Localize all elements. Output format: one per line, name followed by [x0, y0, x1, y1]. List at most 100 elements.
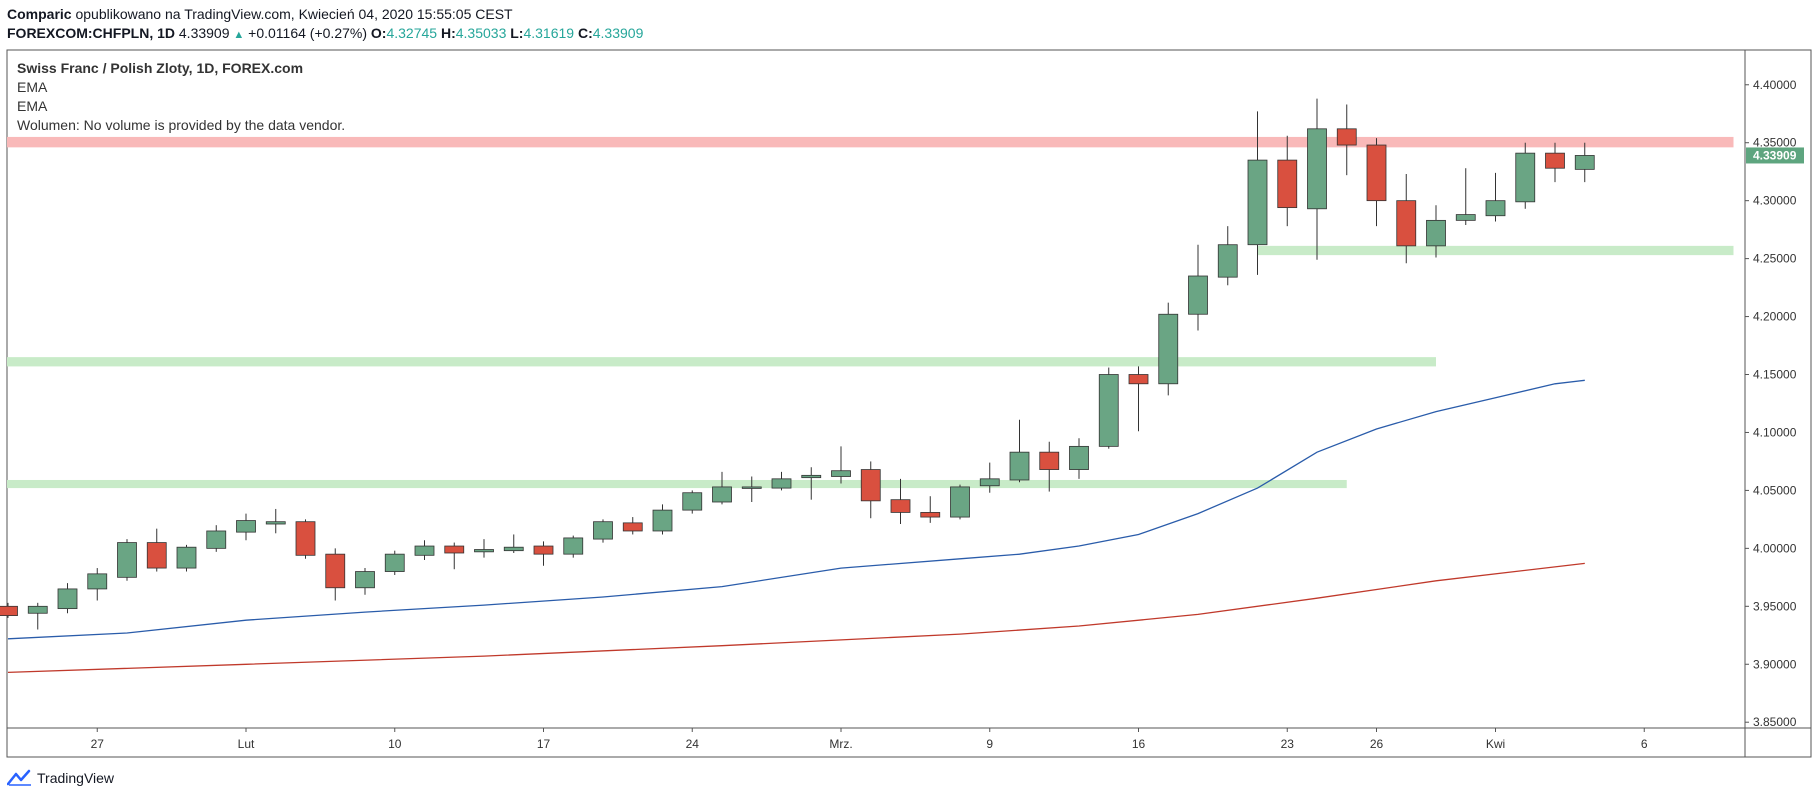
x-tick-label: 6	[1641, 737, 1648, 751]
candle	[1247, 111, 1268, 275]
candle-up-body	[87, 573, 108, 590]
candle-up-body	[176, 546, 197, 569]
candle-up-body	[741, 486, 762, 489]
x-tick-label: 26	[1370, 737, 1384, 751]
candle-down-body	[1277, 159, 1298, 209]
candle-up-body	[950, 486, 970, 518]
candle	[1366, 138, 1387, 227]
close-value: 4.33909	[592, 25, 644, 41]
candle	[563, 535, 584, 558]
low-label: L:	[510, 25, 524, 41]
candle-up-body	[1455, 214, 1476, 221]
chart-frame	[6, 49, 1812, 758]
candle	[890, 478, 911, 525]
candle-down-body	[1039, 451, 1060, 470]
y-tick-label: 4.00000	[1753, 541, 1797, 555]
candle-up-body	[384, 553, 405, 572]
candle-up-body	[236, 520, 256, 533]
y-tick-label: 4.30000	[1753, 194, 1797, 208]
candle-up-body	[801, 474, 822, 479]
support-zone	[1257, 245, 1734, 256]
high-value: 4.35033	[455, 25, 507, 41]
candle-up-body	[414, 545, 435, 556]
candle-up-body	[1217, 244, 1238, 278]
last-price: 4.33909	[178, 25, 230, 41]
candle-up-body	[593, 521, 613, 540]
change-value: +0.01164 (+0.27%)	[248, 25, 368, 41]
candle	[355, 568, 375, 595]
candle	[27, 602, 48, 630]
candle-up-body	[1098, 374, 1119, 447]
candle	[1039, 441, 1060, 492]
candle-down-body	[146, 542, 167, 569]
candle-up-body	[712, 486, 732, 503]
candle	[1217, 226, 1238, 286]
open-value: 4.32745	[386, 25, 438, 41]
candle-up-body	[1574, 155, 1595, 170]
chart-legend: Swiss Franc / Polish Zloty, 1D, FOREX.co…	[17, 59, 345, 135]
candle-up-body	[27, 605, 48, 614]
symbol-label: FOREXCOM:CHFPLN, 1D	[7, 25, 175, 41]
candle	[1396, 174, 1417, 264]
candle-down-body	[0, 605, 18, 616]
tradingview-logo-icon	[7, 769, 31, 786]
candle	[87, 568, 108, 601]
candle	[1069, 438, 1089, 479]
candle	[920, 496, 941, 523]
candle-up-body	[1188, 275, 1208, 315]
y-tick-label: 4.40000	[1753, 78, 1797, 92]
x-tick-label: 9	[986, 737, 993, 751]
candle	[1158, 302, 1179, 396]
candle	[1098, 367, 1119, 449]
candle	[831, 446, 851, 484]
candle	[950, 484, 970, 520]
x-tick-label: 16	[1132, 737, 1146, 751]
ema-slow-line	[7, 562, 1585, 674]
legend-ema-fast[interactable]: EMA	[17, 79, 48, 95]
candle	[1485, 172, 1506, 222]
candle	[771, 471, 792, 491]
candle-down-body	[1545, 152, 1565, 169]
x-tick-label: Kwi	[1486, 737, 1505, 751]
published-text: opublikowano na TradingView.com, Kwiecie…	[75, 6, 513, 22]
candle	[295, 519, 316, 559]
footer-brand[interactable]: TradingView	[7, 769, 114, 787]
ohlc-bar: FOREXCOM:CHFPLN, 1D 4.33909 ▲ +0.01164 (…	[7, 24, 643, 44]
candle	[384, 550, 405, 576]
candle	[741, 476, 762, 502]
candle-up-body	[1307, 128, 1327, 210]
candle-down-body	[860, 469, 881, 502]
candle	[236, 513, 256, 541]
y-tick-label: 4.25000	[1753, 252, 1797, 266]
candle	[503, 534, 524, 553]
candle	[146, 528, 167, 572]
y-tick-label: 4.20000	[1753, 310, 1797, 324]
candle-up-body	[57, 588, 78, 610]
candle-down-body	[920, 512, 941, 518]
candle-up-body	[474, 549, 494, 553]
candle-up-body	[1485, 200, 1506, 217]
candle	[1277, 135, 1298, 227]
candle	[206, 525, 227, 552]
candle	[593, 519, 613, 543]
candle-up-body	[979, 478, 1000, 487]
legend-ema-slow[interactable]: EMA	[17, 98, 48, 114]
candle	[117, 539, 137, 581]
candle	[682, 490, 703, 514]
candle-down-body	[444, 545, 465, 554]
candle-down-body	[1366, 144, 1387, 202]
x-tick-label: Mrz.	[829, 737, 852, 751]
candle-up-body	[206, 530, 227, 549]
candle-down-body	[325, 553, 346, 589]
last-price-tag	[1746, 147, 1804, 164]
y-tick-label: 3.95000	[1753, 599, 1797, 613]
y-tick-label: 3.90000	[1753, 657, 1797, 671]
x-tick-label: 23	[1281, 737, 1295, 751]
x-tick-label: 10	[388, 737, 402, 751]
candle	[176, 544, 197, 572]
candle	[1009, 419, 1030, 483]
candle	[1128, 366, 1149, 432]
candle	[622, 517, 643, 535]
low-value: 4.31619	[523, 25, 575, 41]
